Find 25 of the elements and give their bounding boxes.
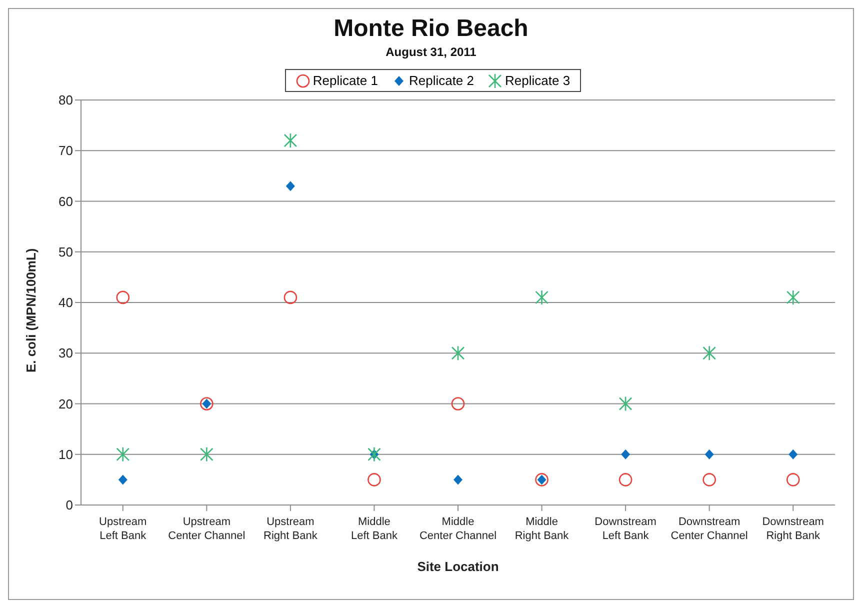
chart-title: Monte Rio Beach	[332, 15, 530, 43]
y-tick-label: 60	[58, 194, 73, 209]
y-tick-label: 40	[58, 295, 73, 310]
x-tick-label: Upstream Left Bank	[99, 516, 147, 542]
y-tick-label: 10	[58, 446, 73, 462]
y-tick-label: 70	[58, 143, 73, 158]
legend-label: Replicate 1	[312, 73, 378, 88]
x-tick-label: Middle Left Bank	[350, 516, 398, 542]
x-tick-label: Upstream Right Bank	[264, 516, 318, 542]
y-axis-title: E. coli (MPN/100mL)	[24, 248, 39, 372]
x-axis-title: Site Location	[417, 559, 499, 574]
x-tick-label: Middle Right Bank	[514, 516, 570, 542]
x-tick-label: Middle Center Channel	[419, 516, 497, 542]
y-tick-label: 30	[58, 346, 73, 361]
x-tick-label: Upstream Center Channel	[168, 516, 246, 542]
legend-label: Replicate 3	[504, 73, 570, 88]
y-tick-label: 80	[58, 92, 73, 108]
legend-label: Replicate 2	[408, 73, 474, 88]
x-tick-label: Downstream Center Channel	[670, 516, 748, 542]
y-tick-label: 0	[66, 498, 73, 513]
y-tick-label: 50	[58, 244, 73, 260]
chart-subtitle: August 31, 2011	[384, 45, 478, 59]
y-tick-label: 20	[58, 396, 73, 412]
x-tick-label: Downstream Left Bank	[594, 516, 656, 542]
x-tick-label: Downstream Right Bank	[762, 516, 824, 542]
